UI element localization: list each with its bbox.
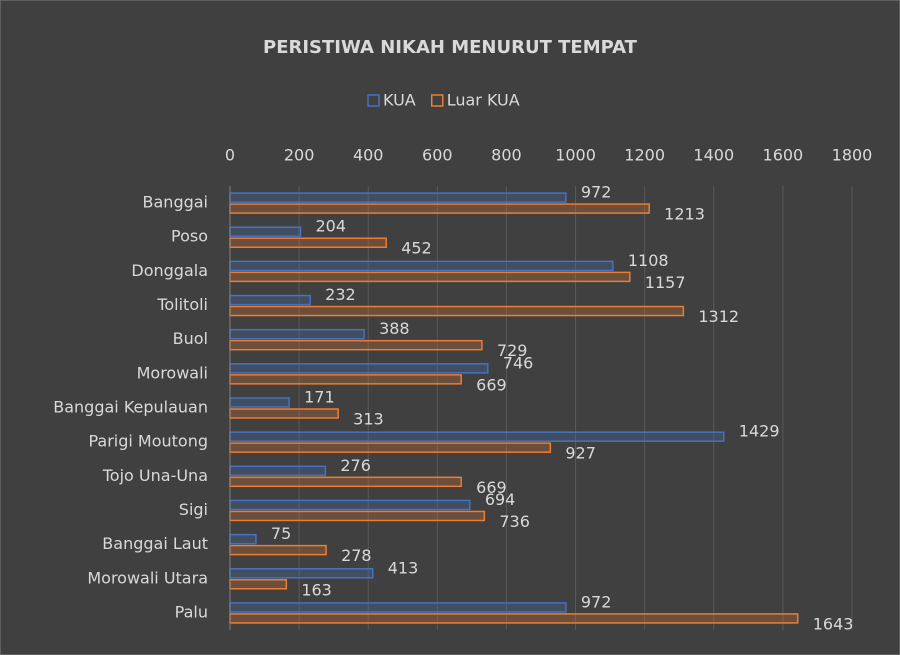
y-tick-label: Donggala (131, 261, 208, 280)
bar (229, 271, 631, 283)
data-label: 1643 (813, 614, 854, 633)
bar (229, 499, 471, 511)
data-label: 278 (341, 546, 372, 565)
bar (229, 363, 489, 374)
bar (229, 476, 462, 488)
data-label: 413 (388, 558, 419, 577)
data-label: 452 (401, 239, 432, 258)
y-tick-label: Banggai Laut (102, 534, 208, 553)
bar (229, 305, 685, 317)
data-label: 75 (271, 524, 291, 543)
bar (229, 397, 290, 408)
bar (229, 408, 339, 419)
data-label: 388 (379, 319, 410, 338)
data-label: 171 (304, 388, 335, 407)
legend-swatch (367, 94, 380, 107)
bar (229, 260, 614, 272)
bar (229, 510, 486, 522)
data-label: 1108 (628, 251, 669, 270)
bar (229, 533, 257, 545)
bar (229, 544, 327, 556)
bar (229, 613, 799, 624)
x-tick-label: 1000 (555, 146, 596, 165)
bar (229, 226, 302, 237)
data-label: 1312 (698, 307, 739, 326)
bar (229, 328, 365, 340)
y-tick-label: Palu (175, 602, 208, 621)
x-tick-label: 600 (422, 146, 453, 165)
y-tick-label: Tojo Una-Una (102, 466, 208, 485)
bar (229, 568, 374, 579)
bar (229, 237, 387, 248)
y-tick-label: Parigi Moutong (88, 432, 208, 451)
legend-label: KUA (383, 91, 416, 110)
x-tick-label: 1400 (693, 146, 734, 165)
data-label: 736 (499, 512, 530, 531)
chart-title: PERISTIWA NIKAH MENURUT TEMPAT (263, 37, 638, 58)
data-label: 669 (476, 375, 507, 394)
bar (229, 465, 327, 477)
bar (229, 431, 725, 442)
legend-swatch (430, 94, 444, 107)
y-tick-label: Tolitoli (156, 295, 208, 314)
x-tick-label: 200 (284, 146, 315, 165)
data-label: 163 (301, 580, 332, 599)
y-tick-label: Buol (173, 329, 208, 348)
data-label: 204 (315, 217, 346, 236)
y-tick-label: Banggai Kepulauan (53, 398, 208, 417)
data-label: 972 (581, 183, 612, 202)
bar (229, 192, 567, 203)
bar (229, 203, 650, 214)
legend: KUA Luar KUA (367, 91, 520, 110)
x-tick-label: 400 (353, 146, 384, 165)
bar (229, 442, 552, 453)
x-tick-label: 1600 (763, 146, 804, 165)
data-label: 927 (565, 444, 596, 463)
x-tick-label: 1200 (624, 146, 665, 165)
y-tick-label: Poso (171, 227, 208, 246)
bar (229, 602, 567, 613)
data-label: 1429 (739, 422, 780, 441)
data-label: 694 (485, 490, 516, 509)
data-label: 729 (497, 341, 528, 360)
x-tick-label: 1800 (832, 146, 873, 165)
data-label: 1157 (645, 273, 686, 292)
data-label: 1213 (664, 205, 705, 224)
bar (229, 579, 288, 590)
y-tick-label: Sigi (179, 500, 208, 519)
data-label: 276 (340, 456, 371, 475)
bar (229, 374, 462, 385)
y-tick-label: Morowali (137, 363, 208, 382)
data-label: 232 (325, 285, 356, 304)
bar (229, 294, 311, 306)
data-label: 972 (581, 592, 612, 611)
data-label: 746 (503, 353, 534, 372)
y-tick-label: Banggai (143, 193, 208, 212)
bar (229, 339, 483, 351)
data-label: 669 (476, 478, 507, 497)
y-tick-label: Morowali Utara (87, 568, 208, 587)
legend-label: Luar KUA (447, 91, 520, 110)
x-tick-label: 0 (225, 146, 235, 165)
data-label: 313 (353, 410, 384, 429)
x-tick-label: 800 (491, 146, 522, 165)
